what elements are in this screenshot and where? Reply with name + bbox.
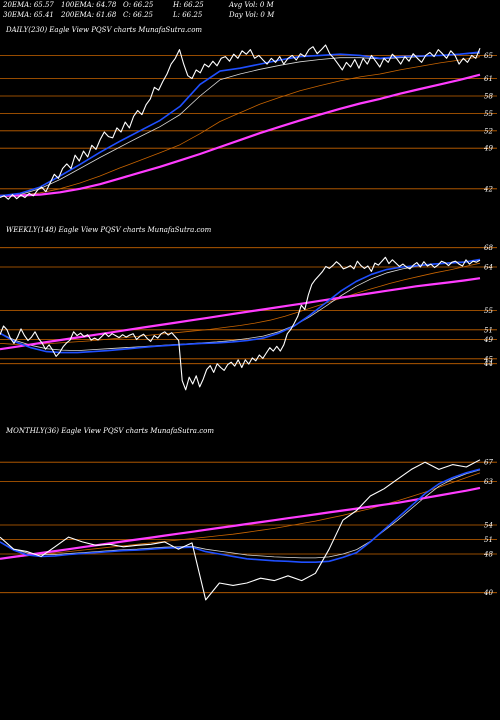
monthly-level-label-2: 54 bbox=[484, 522, 493, 530]
ema30-label: 30EMA: 65.41 bbox=[3, 11, 54, 19]
monthly-price-line bbox=[0, 459, 481, 601]
daily-ema200-line bbox=[0, 73, 481, 197]
monthly-level-label-5: 40 bbox=[483, 589, 493, 597]
daily-panel-title: DAILY(230) Eagle View PQSV charts Munafa… bbox=[6, 26, 203, 34]
day-vol-label: Day Vol: 0 M bbox=[229, 11, 275, 19]
monthly-level-label-4: 48 bbox=[483, 551, 493, 559]
weekly-ema100-line bbox=[0, 262, 481, 345]
ema20-label: 20EMA: 65.57 bbox=[3, 1, 54, 9]
avg-vol-label: Avg Vol: 0 M bbox=[229, 1, 274, 9]
monthly-panel: 67 63 54 51 48 40 bbox=[0, 459, 497, 601]
high-label: H: 66.25 bbox=[173, 1, 204, 9]
weekly-level-label-2: 55 bbox=[484, 307, 493, 315]
monthly-ema100-line bbox=[0, 472, 481, 560]
daily-ema100-line bbox=[0, 56, 481, 197]
weekly-ema20-line bbox=[0, 258, 481, 354]
weekly-level-label-3: 51 bbox=[484, 326, 493, 334]
daily-panel: 65 61 58 55 52 49 42 bbox=[0, 44, 497, 200]
daily-level-label-3: 55 bbox=[484, 110, 493, 118]
weekly-level-label-1: 64 bbox=[484, 264, 493, 272]
monthly-level-label-3: 51 bbox=[484, 536, 493, 544]
monthly-ema30-line bbox=[0, 469, 481, 559]
monthly-panel-title: MONTHLY(36) Eagle View PQSV charts Munaf… bbox=[6, 427, 214, 435]
daily-ema30-line bbox=[0, 52, 481, 197]
daily-ema20-line bbox=[0, 51, 481, 197]
monthly-level-label-1: 63 bbox=[484, 478, 493, 486]
daily-level-label-1: 61 bbox=[484, 75, 493, 83]
weekly-level-label-6: 44 bbox=[483, 360, 493, 368]
open-label: O: 66.25 bbox=[123, 1, 154, 9]
daily-level-label-2: 58 bbox=[484, 93, 493, 101]
daily-level-label-5: 49 bbox=[483, 145, 493, 153]
weekly-level-label-0: 68 bbox=[484, 244, 493, 252]
weekly-panel-title: WEEKLY(148) Eagle View PQSV charts Munaf… bbox=[6, 226, 212, 234]
weekly-ema30-line bbox=[0, 259, 481, 352]
close-label: C: 66.25 bbox=[123, 11, 153, 19]
daily-price-line bbox=[0, 44, 481, 200]
daily-level-label-6: 42 bbox=[483, 185, 493, 193]
ema200-label: 200EMA: 61.68 bbox=[61, 11, 117, 19]
monthly-ema20-line bbox=[0, 468, 481, 564]
ema100-label: 100EMA: 64.78 bbox=[61, 1, 117, 9]
low-label: L: 66.25 bbox=[173, 11, 203, 19]
weekly-price-line bbox=[0, 256, 481, 391]
monthly-ema200-line bbox=[0, 486, 481, 560]
weekly-level-label-4: 49 bbox=[483, 336, 493, 344]
weekly-level-label-5: 45 bbox=[483, 355, 493, 363]
daily-level-label-0: 65 bbox=[484, 52, 493, 60]
monthly-level-label-0: 67 bbox=[484, 459, 493, 467]
weekly-ema200-line bbox=[0, 277, 481, 351]
daily-level-label-4: 52 bbox=[484, 127, 493, 135]
